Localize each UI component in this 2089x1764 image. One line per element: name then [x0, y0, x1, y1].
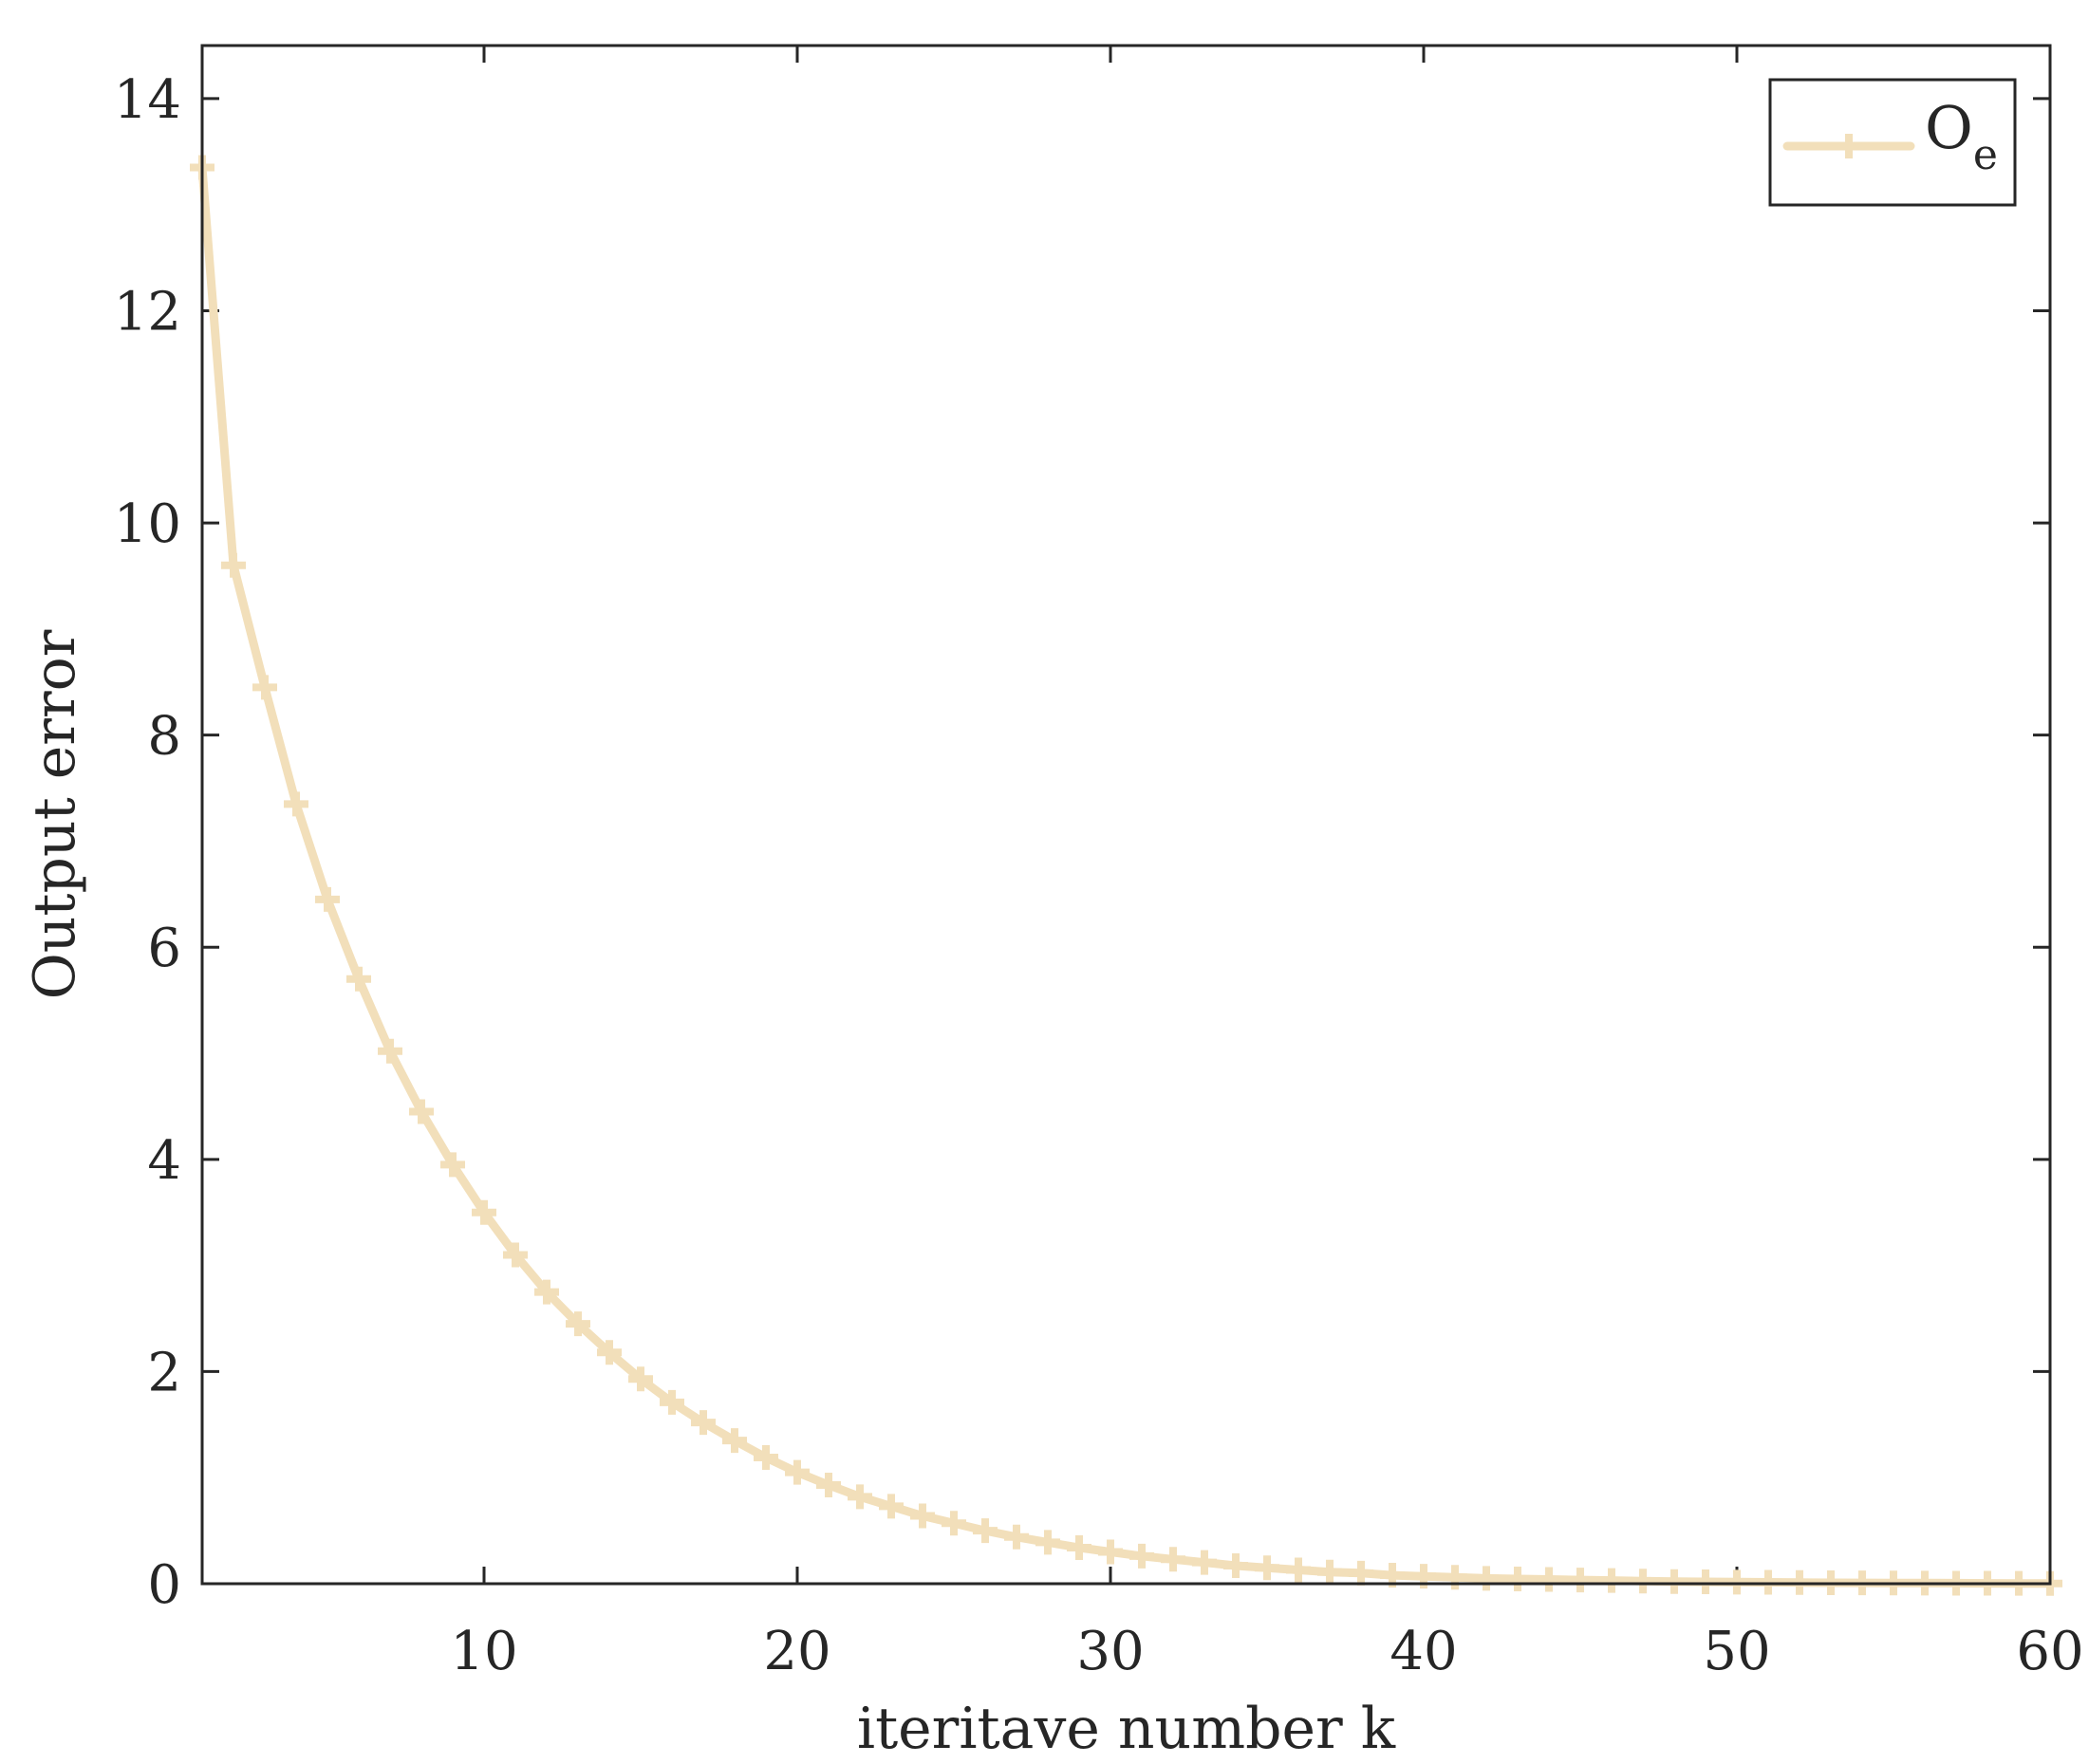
data-point-marker — [1537, 1567, 1561, 1592]
data-point-marker — [1004, 1524, 1029, 1550]
x-tick-label: 60 — [2016, 1621, 2083, 1682]
ticks-layer: 10 20 30 40 50 60 0 2 4 6 8 10 12 14 — [114, 46, 2084, 1682]
legend-series-name: O — [1925, 93, 1973, 162]
data-point-marker — [754, 1444, 778, 1470]
data-point-marker — [816, 1473, 841, 1498]
data-point-marker — [910, 1503, 935, 1529]
y-tick-label: 4 — [147, 1130, 181, 1192]
legend-series-subscript: e — [1973, 131, 1998, 179]
data-point-marker — [346, 966, 371, 992]
data-point-marker — [1223, 1553, 1248, 1578]
axes-frame — [200, 44, 2052, 1586]
data-point-marker — [660, 1389, 684, 1415]
data-point-marker — [566, 1311, 590, 1337]
data-point-marker — [1725, 1569, 1749, 1595]
y-tick-label: 2 — [147, 1342, 181, 1403]
x-tick-label: 10 — [450, 1621, 517, 1682]
y-tick-label: 10 — [114, 493, 181, 555]
data-point-marker — [1474, 1566, 1499, 1591]
data-point-marker — [503, 1242, 528, 1268]
legend-marker — [1837, 134, 1861, 158]
series-line — [197, 163, 2055, 1588]
x-tick-label: 40 — [1390, 1621, 1457, 1682]
data-point-marker — [1255, 1555, 1279, 1581]
data-point-marker — [1098, 1539, 1123, 1565]
data-point-marker — [1161, 1547, 1185, 1572]
y-tick-label: 0 — [147, 1554, 181, 1616]
x-axis-label: iteritave number k — [857, 1696, 1396, 1762]
y-axis-label: Output error — [22, 629, 88, 999]
data-point-marker — [378, 1038, 402, 1064]
data-point-marker — [848, 1484, 872, 1510]
legend: Oe — [1768, 78, 2017, 207]
data-point-marker — [1192, 1550, 1217, 1575]
data-point-marker — [534, 1279, 559, 1305]
data-point-marker — [252, 675, 277, 700]
legend-label: Oe — [1925, 93, 1998, 179]
data-point-marker — [1568, 1568, 1593, 1593]
series-layer — [190, 155, 2062, 1596]
data-point-marker — [1067, 1534, 1091, 1560]
y-tick-label: 6 — [147, 918, 181, 979]
data-point-marker — [440, 1152, 465, 1178]
data-point-marker — [722, 1428, 747, 1454]
data-point-marker — [221, 552, 246, 578]
data-point-marker — [973, 1518, 998, 1544]
y-tick-label: 8 — [147, 706, 181, 768]
y-tick-label: 14 — [114, 69, 181, 131]
data-point-marker — [691, 1410, 716, 1436]
data-point-marker — [472, 1199, 496, 1225]
data-point-marker — [409, 1099, 434, 1124]
data-point-marker — [597, 1340, 622, 1365]
data-point-marker — [628, 1366, 653, 1392]
data-point-marker — [1505, 1566, 1530, 1591]
data-point-marker — [879, 1494, 904, 1519]
data-point-marker — [1443, 1565, 1467, 1590]
data-point-marker — [1035, 1530, 1060, 1555]
data-point-marker — [1129, 1543, 1154, 1569]
data-point-marker — [1631, 1569, 1655, 1594]
data-point-marker — [1693, 1569, 1718, 1594]
x-tick-label: 30 — [1076, 1621, 1144, 1682]
y-tick-label: 12 — [114, 281, 181, 343]
data-point-marker — [1662, 1569, 1687, 1594]
data-point-marker — [1286, 1557, 1311, 1583]
x-tick-label: 20 — [763, 1621, 830, 1682]
data-point-marker — [315, 886, 340, 912]
data-point-marker — [1317, 1559, 1342, 1585]
x-tick-label: 50 — [1703, 1621, 1770, 1682]
data-point-marker — [942, 1511, 966, 1536]
data-point-marker — [1349, 1560, 1373, 1586]
data-point-marker — [785, 1459, 810, 1485]
data-point-marker — [1599, 1568, 1624, 1593]
data-point-marker — [284, 791, 308, 817]
